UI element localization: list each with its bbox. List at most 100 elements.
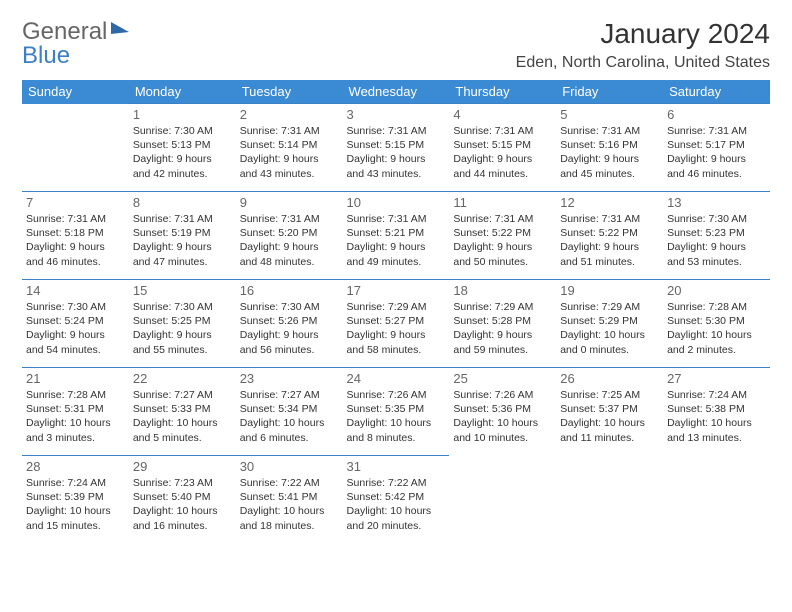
day-number: 2: [240, 107, 339, 122]
day-info: Sunrise: 7:31 AMSunset: 5:16 PMDaylight:…: [560, 124, 659, 181]
day-number: 25: [453, 371, 552, 386]
day-number: 21: [26, 371, 125, 386]
calendar-table: SundayMondayTuesdayWednesdayThursdayFrid…: [22, 80, 770, 544]
day-number: 31: [347, 459, 446, 474]
day-info: Sunrise: 7:24 AMSunset: 5:39 PMDaylight:…: [26, 476, 125, 533]
day-info: Sunrise: 7:29 AMSunset: 5:27 PMDaylight:…: [347, 300, 446, 357]
calendar-cell: 10 Sunrise: 7:31 AMSunset: 5:21 PMDayligh…: [343, 192, 450, 280]
calendar-cell: 12 Sunrise: 7:31 AMSunset: 5:22 PMDayligh…: [556, 192, 663, 280]
day-number: 22: [133, 371, 232, 386]
logo-triangle-icon: [111, 22, 129, 34]
day-number: 30: [240, 459, 339, 474]
calendar-cell: [22, 104, 129, 192]
calendar-cell: 15 Sunrise: 7:30 AMSunset: 5:25 PMDayligh…: [129, 280, 236, 368]
day-number: 4: [453, 107, 552, 122]
calendar-cell: 14Sunrise: 7:30 AMSunset: 5:24 PMDayligh…: [22, 280, 129, 368]
calendar-cell: 21 Sunrise: 7:28 AMSunset: 5:31 PMDayligh…: [22, 368, 129, 456]
day-number: 9: [240, 195, 339, 210]
location-text: Eden, North Carolina, United States: [516, 54, 770, 72]
day-number: 11: [453, 195, 552, 210]
day-info: Sunrise: 7:27 AMSunset: 5:33 PMDaylight:…: [133, 388, 232, 445]
day-number: 7: [26, 195, 125, 210]
calendar-cell: 8 Sunrise: 7:31 AMSunset: 5:19 PMDaylight…: [129, 192, 236, 280]
day-number: 19: [560, 283, 659, 298]
day-info: Sunrise: 7:31 AMSunset: 5:21 PMDaylight:…: [347, 212, 446, 269]
page-title: January 2024: [516, 18, 770, 50]
calendar-cell: [663, 456, 770, 544]
calendar-cell: 23 Sunrise: 7:27 AMSunset: 5:34 PMDayligh…: [236, 368, 343, 456]
day-number: 12: [560, 195, 659, 210]
calendar-cell: 5 Sunrise: 7:31 AMSunset: 5:16 PMDaylight…: [556, 104, 663, 192]
calendar-head: SundayMondayTuesdayWednesdayThursdayFrid…: [22, 80, 770, 104]
day-header: Sunday: [22, 80, 129, 104]
calendar-cell: 25Sunrise: 7:26 AMSunset: 5:36 PMDayligh…: [449, 368, 556, 456]
day-number: 15: [133, 283, 232, 298]
calendar-cell: 2 Sunrise: 7:31 AMSunset: 5:14 PMDaylight…: [236, 104, 343, 192]
day-number: 8: [133, 195, 232, 210]
day-info: Sunrise: 7:31 AMSunset: 5:18 PMDaylight:…: [26, 212, 125, 269]
day-number: 18: [453, 283, 552, 298]
day-info: Sunrise: 7:31 AMSunset: 5:17 PMDaylight:…: [667, 124, 766, 181]
calendar-cell: 4 Sunrise: 7:31 AMSunset: 5:15 PMDaylight…: [449, 104, 556, 192]
day-number: 24: [347, 371, 446, 386]
calendar-cell: 20Sunrise: 7:28 AMSunset: 5:30 PMDayligh…: [663, 280, 770, 368]
calendar-cell: [449, 456, 556, 544]
calendar-cell: 27 Sunrise: 7:24 AMSunset: 5:38 PMDayligh…: [663, 368, 770, 456]
day-number: 28: [26, 459, 125, 474]
day-header: Thursday: [449, 80, 556, 104]
day-number: 29: [133, 459, 232, 474]
calendar-cell: 28 Sunrise: 7:24 AMSunset: 5:39 PMDayligh…: [22, 456, 129, 544]
day-number: 1: [133, 107, 232, 122]
day-info: Sunrise: 7:24 AMSunset: 5:38 PMDaylight:…: [667, 388, 766, 445]
day-info: Sunrise: 7:31 AMSunset: 5:14 PMDaylight:…: [240, 124, 339, 181]
calendar-row: 7 Sunrise: 7:31 AMSunset: 5:18 PMDaylight…: [22, 192, 770, 280]
day-info: Sunrise: 7:30 AMSunset: 5:13 PMDaylight:…: [133, 124, 232, 181]
day-number: 26: [560, 371, 659, 386]
day-number: 13: [667, 195, 766, 210]
calendar-cell: 26 Sunrise: 7:25 AMSunset: 5:37 PMDayligh…: [556, 368, 663, 456]
day-number: 23: [240, 371, 339, 386]
calendar-cell: 24 Sunrise: 7:26 AMSunset: 5:35 PMDayligh…: [343, 368, 450, 456]
logo-blue-line: Blue: [22, 42, 70, 70]
calendar-cell: 16Sunrise: 7:30 AMSunset: 5:26 PMDayligh…: [236, 280, 343, 368]
calendar-cell: 30 Sunrise: 7:22 AMSunset: 5:41 PMDayligh…: [236, 456, 343, 544]
day-number: 5: [560, 107, 659, 122]
day-info: Sunrise: 7:26 AMSunset: 5:35 PMDaylight:…: [347, 388, 446, 445]
calendar-cell: 22 Sunrise: 7:27 AMSunset: 5:33 PMDayligh…: [129, 368, 236, 456]
day-number: 27: [667, 371, 766, 386]
calendar-cell: 29Sunrise: 7:23 AMSunset: 5:40 PMDayligh…: [129, 456, 236, 544]
calendar-cell: 11 Sunrise: 7:31 AMSunset: 5:22 PMDayligh…: [449, 192, 556, 280]
calendar-cell: 19 Sunrise: 7:29 AMSunset: 5:29 PMDayligh…: [556, 280, 663, 368]
day-info: Sunrise: 7:31 AMSunset: 5:20 PMDaylight:…: [240, 212, 339, 269]
day-number: 16: [240, 283, 339, 298]
day-number: 17: [347, 283, 446, 298]
logo-text-blue: Blue: [22, 42, 70, 69]
day-header: Friday: [556, 80, 663, 104]
title-block: January 2024 Eden, North Carolina, Unite…: [516, 18, 770, 72]
day-number: 20: [667, 283, 766, 298]
calendar-cell: 7 Sunrise: 7:31 AMSunset: 5:18 PMDaylight…: [22, 192, 129, 280]
day-number: 3: [347, 107, 446, 122]
calendar-cell: 9 Sunrise: 7:31 AMSunset: 5:20 PMDaylight…: [236, 192, 343, 280]
calendar-cell: 1 Sunrise: 7:30 AMSunset: 5:13 PMDaylight…: [129, 104, 236, 192]
day-info: Sunrise: 7:25 AMSunset: 5:37 PMDaylight:…: [560, 388, 659, 445]
day-info: Sunrise: 7:31 AMSunset: 5:19 PMDaylight:…: [133, 212, 232, 269]
day-number: 10: [347, 195, 446, 210]
calendar-cell: 18Sunrise: 7:29 AMSunset: 5:28 PMDayligh…: [449, 280, 556, 368]
day-info: Sunrise: 7:31 AMSunset: 5:22 PMDaylight:…: [453, 212, 552, 269]
calendar-cell: 13 Sunrise: 7:30 AMSunset: 5:23 PMDayligh…: [663, 192, 770, 280]
day-info: Sunrise: 7:28 AMSunset: 5:31 PMDaylight:…: [26, 388, 125, 445]
day-info: Sunrise: 7:31 AMSunset: 5:22 PMDaylight:…: [560, 212, 659, 269]
day-info: Sunrise: 7:30 AMSunset: 5:25 PMDaylight:…: [133, 300, 232, 357]
calendar-cell: 6Sunrise: 7:31 AMSunset: 5:17 PMDaylight…: [663, 104, 770, 192]
calendar-row: 14Sunrise: 7:30 AMSunset: 5:24 PMDayligh…: [22, 280, 770, 368]
calendar-row: 1 Sunrise: 7:30 AMSunset: 5:13 PMDaylight…: [22, 104, 770, 192]
day-info: Sunrise: 7:29 AMSunset: 5:29 PMDaylight:…: [560, 300, 659, 357]
day-info: Sunrise: 7:30 AMSunset: 5:23 PMDaylight:…: [667, 212, 766, 269]
day-info: Sunrise: 7:22 AMSunset: 5:41 PMDaylight:…: [240, 476, 339, 533]
day-info: Sunrise: 7:27 AMSunset: 5:34 PMDaylight:…: [240, 388, 339, 445]
day-header: Tuesday: [236, 80, 343, 104]
calendar-cell: 3Sunrise: 7:31 AMSunset: 5:15 PMDaylight…: [343, 104, 450, 192]
day-info: Sunrise: 7:31 AMSunset: 5:15 PMDaylight:…: [453, 124, 552, 181]
calendar-body: 1 Sunrise: 7:30 AMSunset: 5:13 PMDaylight…: [22, 104, 770, 544]
